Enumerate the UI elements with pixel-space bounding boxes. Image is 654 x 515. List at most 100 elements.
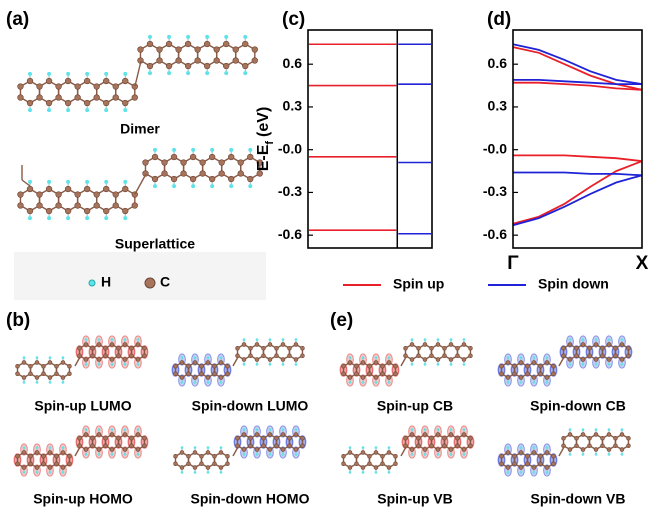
c-atom	[157, 47, 163, 53]
c-atom	[91, 444, 95, 448]
h-atom	[256, 338, 259, 341]
c-atom	[247, 176, 253, 182]
h-atom	[49, 381, 52, 384]
c-atom	[355, 364, 359, 368]
h-atom	[463, 453, 466, 456]
c-atom	[132, 95, 138, 101]
c-atom	[103, 100, 109, 106]
c-atom	[78, 436, 82, 440]
h-atom	[49, 356, 52, 359]
c-atom	[84, 208, 90, 214]
h-atom	[582, 428, 585, 431]
bond	[135, 61, 141, 86]
c-atom	[500, 372, 504, 376]
h-atom	[36, 356, 39, 359]
c-atom	[94, 95, 100, 101]
molecule	[16, 356, 72, 383]
h-atom	[362, 471, 365, 474]
c-atom	[226, 462, 230, 466]
c-atom	[78, 346, 82, 350]
h-atom	[269, 363, 272, 366]
caption: Spin-up HOMO	[33, 491, 133, 507]
h-atom	[62, 356, 65, 359]
h-atom	[66, 108, 70, 112]
h-atom	[450, 338, 453, 341]
c-atom	[568, 343, 572, 347]
c-atom	[136, 343, 140, 347]
h-atom	[269, 453, 272, 456]
h-atom	[269, 428, 272, 431]
c-atom	[374, 361, 378, 365]
h-atom	[47, 72, 51, 76]
c-atom	[104, 354, 108, 358]
c-atom	[443, 354, 447, 358]
h-atom	[194, 381, 197, 384]
c-atom	[84, 358, 88, 362]
c-atom	[123, 433, 127, 437]
c-atom	[249, 436, 253, 440]
h-atom	[191, 184, 195, 188]
c-atom	[500, 454, 504, 458]
c-atom	[374, 376, 378, 380]
h-atom	[269, 338, 272, 341]
c-atom	[456, 444, 460, 448]
c-atom	[219, 376, 223, 380]
c-atom	[75, 192, 81, 198]
c-atom	[417, 354, 421, 358]
c-atom	[545, 466, 549, 470]
c-atom	[594, 358, 598, 362]
c-atom	[117, 354, 121, 358]
c-atom	[275, 444, 279, 448]
h-atom	[104, 180, 108, 184]
c-atom	[552, 454, 556, 458]
c-atom	[361, 361, 365, 365]
c-atom	[588, 346, 592, 350]
c-atom	[46, 208, 52, 214]
c-atom	[545, 451, 549, 455]
c-atom	[394, 462, 398, 466]
c-atom	[219, 171, 225, 177]
h-atom	[450, 428, 453, 431]
bond	[401, 447, 406, 456]
y-tick-label: 0.6	[488, 55, 508, 71]
molecule	[560, 336, 632, 368]
c-atom	[65, 208, 71, 214]
molecule	[498, 354, 557, 386]
h-atom	[248, 184, 252, 188]
h-atom	[85, 428, 88, 431]
c-atom	[462, 448, 466, 452]
c-atom	[152, 154, 158, 160]
h-atom	[205, 71, 209, 75]
c-atom	[97, 358, 101, 362]
c-atom	[117, 436, 121, 440]
c-atom	[113, 84, 119, 90]
legend-text: H	[101, 274, 111, 290]
h-atom	[181, 446, 184, 449]
figure: (a) Dimer Superlattice H C (b) (e) (c)0.…	[0, 0, 654, 515]
c-atom	[462, 433, 466, 437]
c-atom	[614, 436, 618, 440]
h-atom	[191, 148, 195, 152]
c-atom	[213, 364, 217, 368]
c-atom	[607, 433, 611, 437]
c-atom	[581, 358, 585, 362]
h-atom	[124, 453, 127, 456]
c-atom	[456, 436, 460, 440]
band-line	[513, 173, 642, 176]
c-atom	[147, 63, 153, 69]
c-atom	[136, 433, 140, 437]
c-atom	[404, 346, 408, 350]
c-atom	[562, 346, 566, 350]
c-atom	[143, 354, 147, 358]
c-atom	[500, 364, 504, 368]
h-atom	[546, 471, 549, 474]
c-atom	[219, 451, 223, 455]
h-atom	[533, 356, 536, 359]
c-atom	[368, 372, 372, 376]
c-atom	[193, 361, 197, 365]
h-atom	[388, 356, 391, 359]
h-atom	[194, 446, 197, 449]
c-atom	[552, 372, 556, 376]
h-atom	[85, 338, 88, 341]
c-atom	[16, 372, 20, 376]
